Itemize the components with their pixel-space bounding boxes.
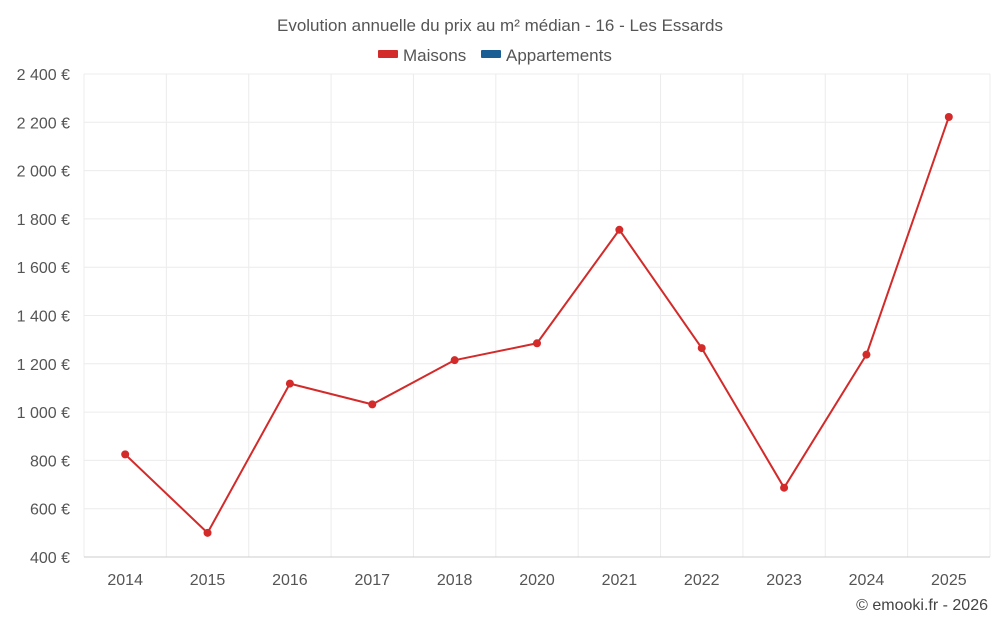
legend-swatch-maisons bbox=[378, 50, 398, 58]
x-tick-label: 2023 bbox=[766, 572, 802, 589]
y-tick-label: 1 600 € bbox=[17, 260, 70, 277]
legend-label-appartements: Appartements bbox=[506, 46, 612, 65]
y-tick-label: 400 € bbox=[30, 550, 70, 567]
legend-item-appartements[interactable]: Appartements bbox=[481, 46, 612, 65]
legend-label-maisons: Maisons bbox=[403, 46, 466, 65]
y-tick-label: 2 200 € bbox=[17, 115, 70, 132]
x-tick-label: 2014 bbox=[107, 572, 143, 589]
data-point[interactable] bbox=[450, 356, 459, 365]
series-maisons bbox=[121, 112, 953, 537]
y-tick-label: 1 000 € bbox=[17, 405, 70, 422]
data-point[interactable] bbox=[203, 528, 212, 537]
y-tick-label: 2 000 € bbox=[17, 164, 70, 181]
y-tick-label: 1 400 € bbox=[17, 309, 70, 326]
legend-item-maisons[interactable]: Maisons bbox=[378, 46, 466, 65]
y-axis: 400 € 600 € 800 € 1 000 € 1 200 € 1 400 € 1 60… bbox=[17, 67, 70, 567]
data-point[interactable] bbox=[697, 344, 706, 353]
y-tick-label: 800 € bbox=[30, 453, 70, 470]
legend: Maisons Appartements bbox=[378, 46, 612, 65]
data-point[interactable] bbox=[285, 379, 294, 388]
x-tick-label: 2018 bbox=[437, 572, 473, 589]
chart-title: Evolution annuelle du prix au m² médian … bbox=[277, 16, 723, 35]
x-tick-label: 2021 bbox=[602, 572, 638, 589]
y-tick-label: 1 200 € bbox=[17, 357, 70, 374]
x-tick-label: 2025 bbox=[931, 572, 967, 589]
x-tick-label: 2024 bbox=[849, 572, 885, 589]
data-point[interactable] bbox=[780, 483, 789, 492]
x-tick-label: 2015 bbox=[190, 572, 226, 589]
x-tick-label: 2016 bbox=[272, 572, 308, 589]
data-point[interactable] bbox=[944, 112, 953, 121]
y-tick-label: 600 € bbox=[30, 502, 70, 519]
x-axis: 2014 2015 2016 2017 2018 2020 2021 2022 2023 2024… bbox=[84, 556, 990, 589]
x-tick-label: 2020 bbox=[519, 572, 555, 589]
y-tick-label: 1 800 € bbox=[17, 212, 70, 229]
data-point[interactable] bbox=[368, 400, 377, 409]
data-point[interactable] bbox=[533, 339, 541, 348]
x-tick-label: 2017 bbox=[354, 572, 390, 589]
credit-text: © emooki.fr - 2026 bbox=[856, 597, 988, 614]
y-tick-label: 2 400 € bbox=[17, 67, 70, 84]
data-point[interactable] bbox=[862, 350, 871, 359]
data-point[interactable] bbox=[615, 225, 624, 234]
data-point[interactable] bbox=[121, 450, 130, 459]
x-tick-label: 2022 bbox=[684, 572, 720, 589]
grid bbox=[83, 73, 991, 557]
legend-swatch-appartements bbox=[481, 50, 501, 58]
